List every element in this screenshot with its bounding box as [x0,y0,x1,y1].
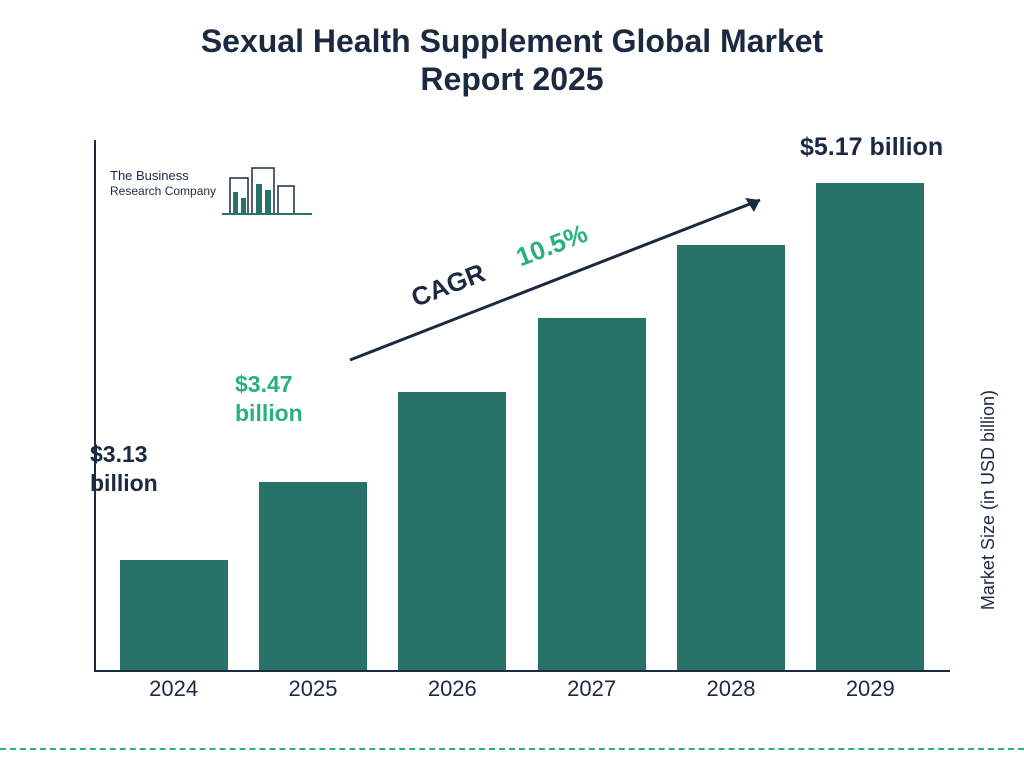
bar-2024: 2024 [120,560,228,670]
x-label: 2025 [248,676,378,702]
bar [259,482,367,670]
bar [816,183,924,670]
x-label: 2026 [387,676,517,702]
bar [398,392,506,670]
x-label: 2024 [109,676,239,702]
bar-2025: 2025 [259,482,367,670]
x-axis [94,670,950,672]
y-axis-label: Market Size (in USD billion) [978,390,999,610]
trend-arrow-icon [340,180,800,380]
x-label: 2029 [805,676,935,702]
bottom-dashed-line [0,748,1024,750]
title-line-1: Sexual Health Supplement Global Market [201,23,823,59]
bar [120,560,228,670]
value-label-2025: $3.47billion [235,370,303,428]
cagr-annotation: CAGR 10.5% [340,180,800,380]
chart-title: Sexual Health Supplement Global Market R… [0,0,1024,99]
title-line-2: Report 2025 [420,61,603,97]
value-label-2024: $3.13billion [90,440,158,498]
x-label: 2028 [666,676,796,702]
bar-2026: 2026 [398,392,506,670]
x-label: 2027 [527,676,657,702]
bar-2029: 2029 [816,183,924,670]
value-label-2029: $5.17 billion [800,132,943,163]
